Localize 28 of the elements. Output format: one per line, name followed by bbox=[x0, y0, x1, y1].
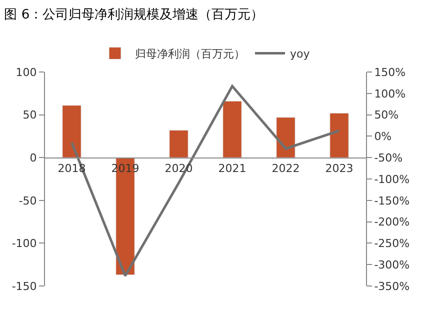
y2-tick-label: -350% bbox=[374, 280, 410, 293]
bar bbox=[62, 105, 82, 158]
bar bbox=[169, 130, 188, 158]
y2-tick-label: 0% bbox=[374, 130, 392, 144]
y2-tick-label: -200% bbox=[374, 216, 410, 229]
bar bbox=[222, 100, 242, 158]
y2-tick-label: -150% bbox=[374, 194, 410, 208]
y2-tick-label: -50% bbox=[374, 151, 403, 164]
x-tick-label: 2023 bbox=[325, 162, 354, 175]
y-tick-label: -100 bbox=[12, 237, 37, 250]
y-tick-label: 50 bbox=[22, 108, 37, 122]
chart-title: 图 6：公司归母净利润规模及增速（百万元） bbox=[4, 8, 264, 23]
y2-tick-label: 150% bbox=[374, 66, 406, 79]
y-tick-label: 100 bbox=[16, 66, 37, 79]
x-tick-label: 2021 bbox=[218, 162, 246, 175]
y-tick-label: 0 bbox=[30, 151, 37, 164]
bar bbox=[276, 117, 296, 158]
y2-tick-label: 50% bbox=[374, 108, 399, 122]
y2-tick-label: -250% bbox=[374, 237, 410, 250]
y-tick-label: -150 bbox=[12, 280, 37, 293]
y-tick-label: -50 bbox=[18, 194, 37, 208]
legend-label: 归母净利润（百万元） bbox=[135, 48, 245, 61]
bar bbox=[330, 112, 349, 158]
y2-tick-label: 100% bbox=[374, 87, 406, 100]
y2-tick-label: -300% bbox=[374, 258, 410, 272]
y2-tick-label: -100% bbox=[374, 172, 410, 186]
x-tick-label: 2022 bbox=[272, 162, 300, 175]
legend-label: yoy bbox=[290, 48, 310, 61]
